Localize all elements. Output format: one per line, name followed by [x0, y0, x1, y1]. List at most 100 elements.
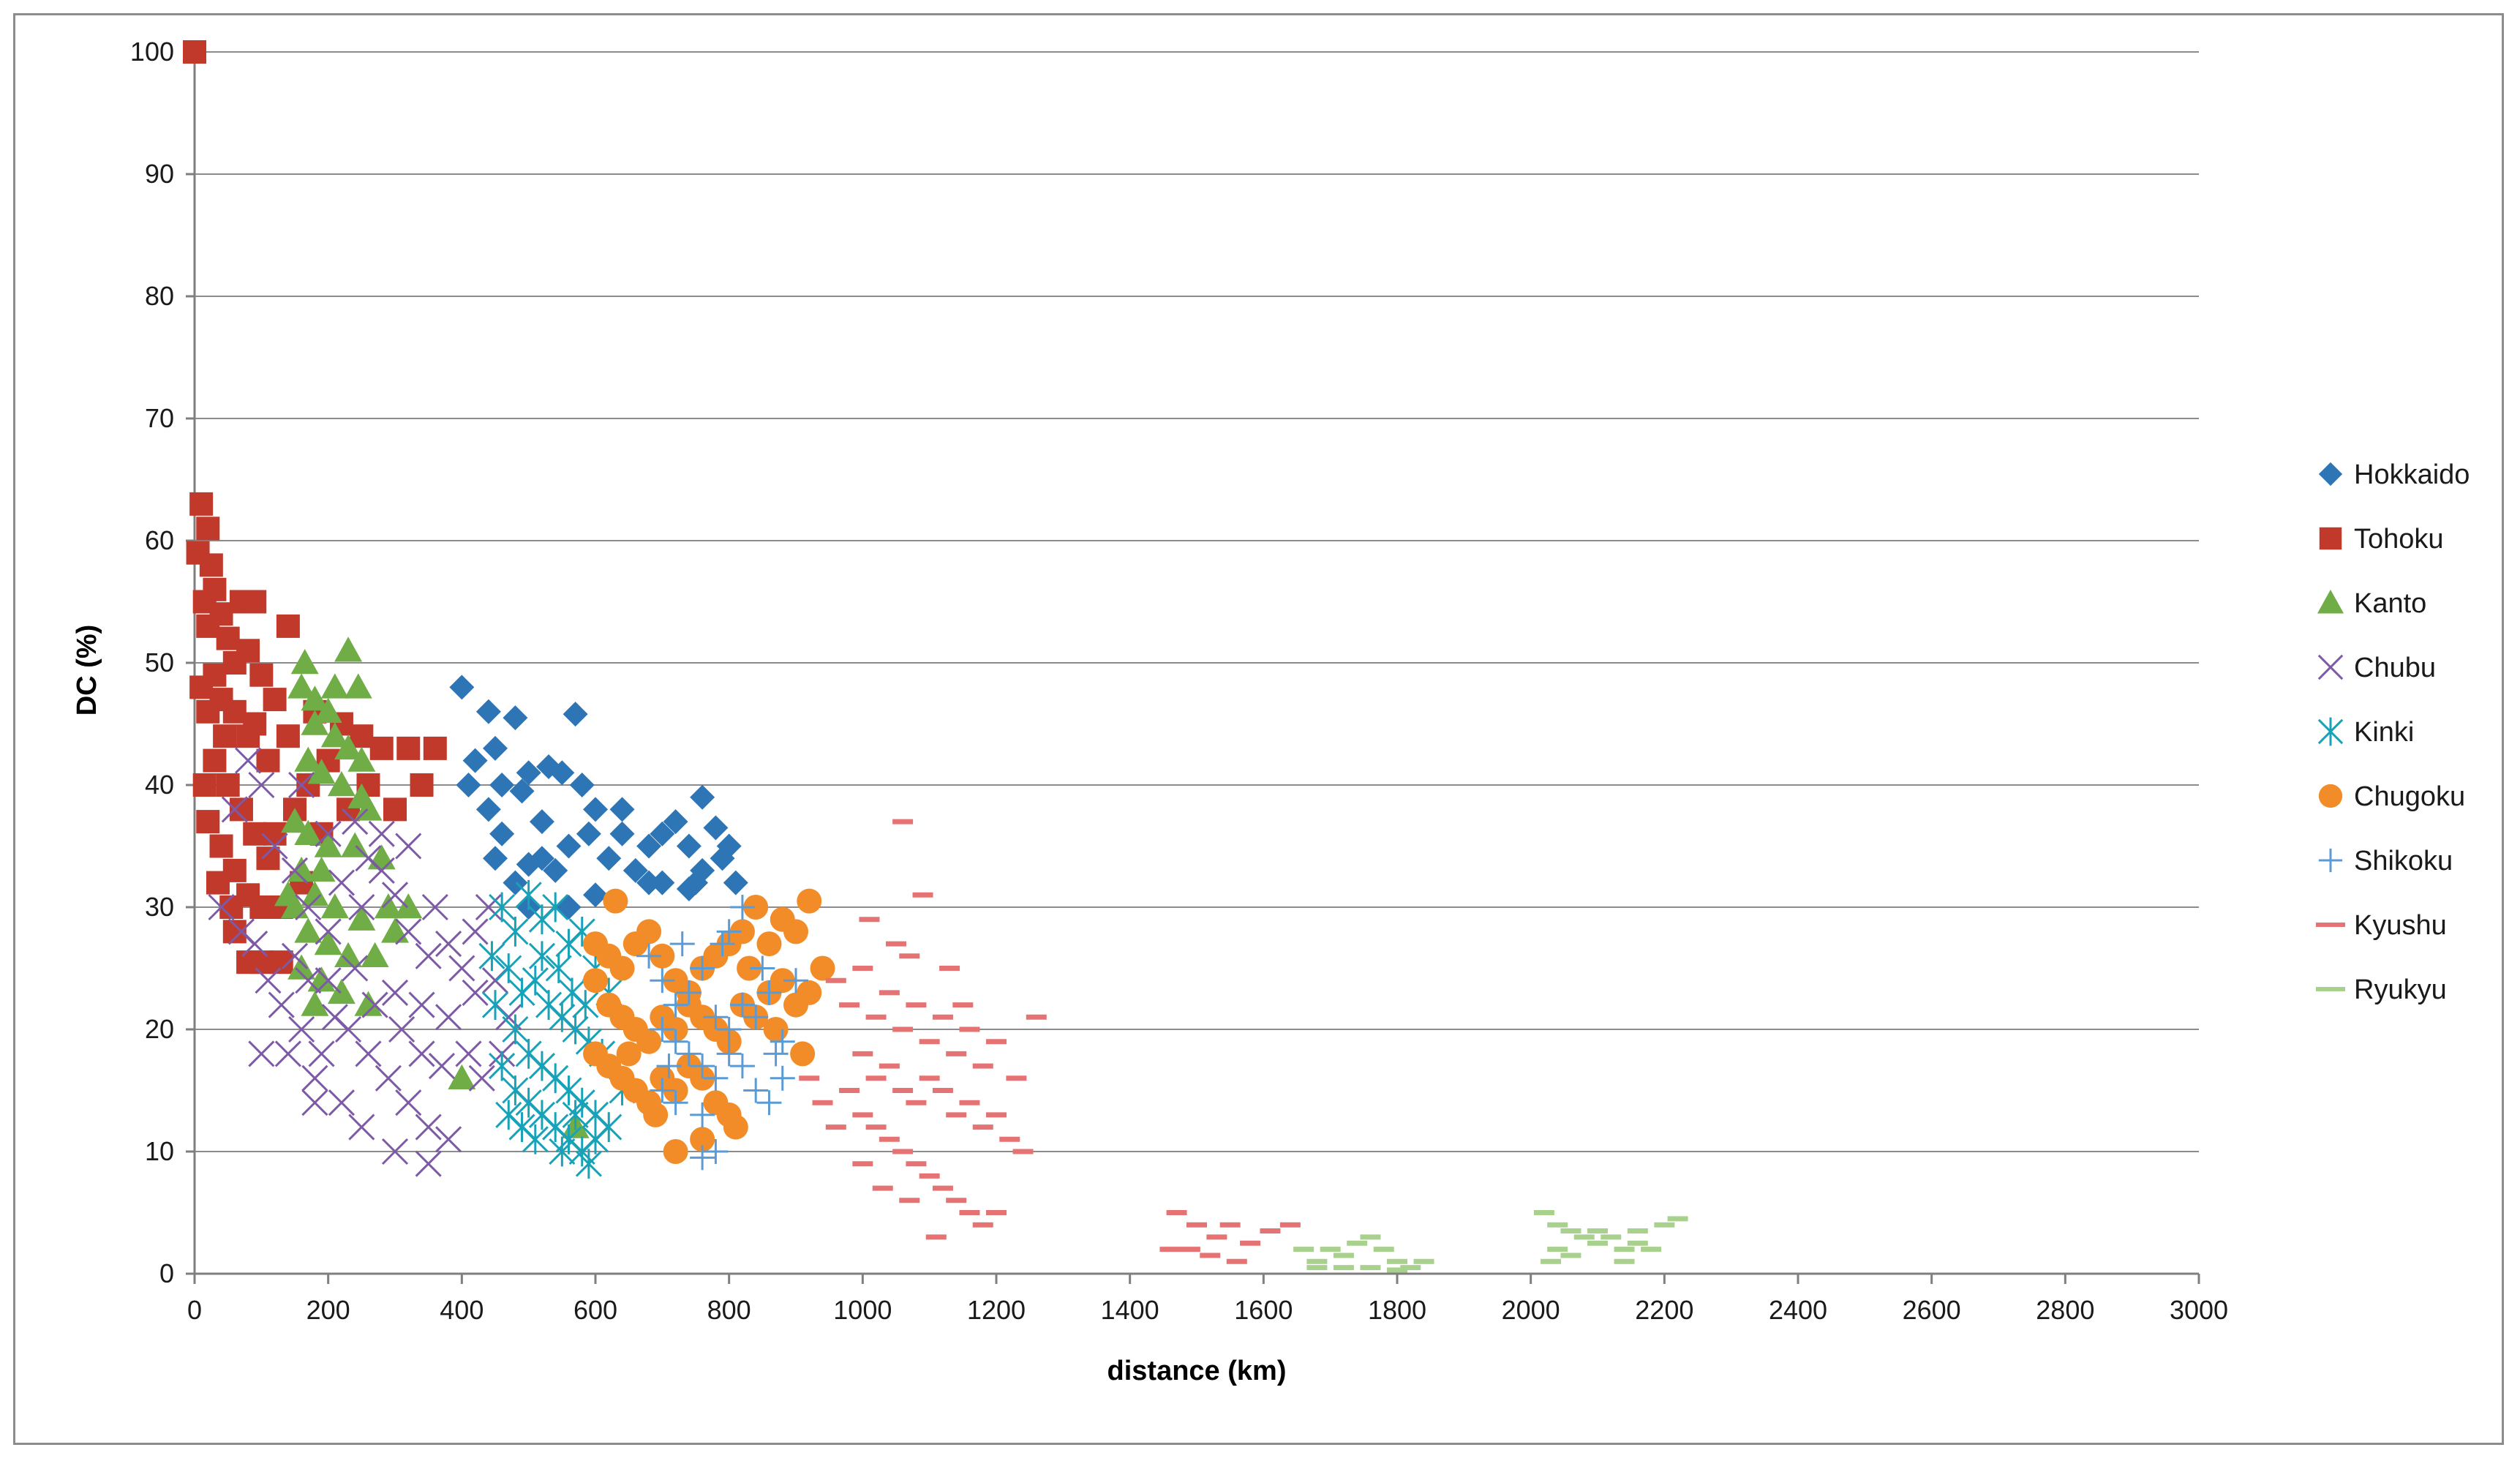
data-point: [737, 955, 762, 981]
data-point: [690, 1145, 715, 1171]
data-point: [294, 917, 323, 943]
data-point: [314, 930, 342, 955]
x-tick-label: 0: [187, 1295, 202, 1325]
data-point: [650, 1017, 675, 1042]
legend-label: Tohoku: [2354, 524, 2444, 555]
x-tick-label: 600: [573, 1295, 617, 1325]
legend-label: Ryukyu: [2354, 974, 2447, 1005]
data-point: [276, 614, 300, 638]
data-point: [294, 746, 323, 772]
y-axis-title: DC (%): [72, 625, 102, 716]
data-point: [596, 846, 622, 871]
data-point: [650, 943, 675, 969]
data-point: [556, 833, 582, 859]
data-point: [249, 950, 274, 974]
data-point: [415, 942, 442, 969]
data-point: [395, 918, 422, 945]
data-point: [192, 773, 217, 797]
data-point: [308, 1040, 335, 1067]
data-point: [515, 1039, 542, 1069]
data-point: [690, 1102, 715, 1127]
data-point: [489, 773, 515, 797]
data-point: [729, 895, 755, 920]
data-point: [502, 1014, 529, 1045]
data-point: [268, 991, 295, 1018]
data-point: [290, 649, 319, 675]
data-point: [369, 736, 394, 760]
series-kinki: [478, 879, 636, 1179]
data-point: [315, 967, 342, 994]
data-point: [368, 820, 395, 847]
x-tick-label: 400: [440, 1295, 484, 1325]
data-point: [342, 808, 369, 835]
data-point: [483, 846, 508, 871]
data-point: [528, 941, 555, 972]
y-tick-label: 30: [145, 892, 174, 922]
data-point: [350, 724, 374, 748]
data-point: [478, 941, 505, 972]
data-point: [301, 991, 329, 1016]
data-point: [663, 809, 688, 835]
data-point: [208, 893, 235, 921]
y-tick-label: 20: [145, 1014, 174, 1044]
data-point: [509, 778, 535, 804]
data-point: [383, 797, 407, 822]
data-point: [281, 857, 309, 884]
data-point: [381, 917, 409, 943]
data-point: [663, 992, 688, 1018]
data-point: [575, 1149, 602, 1179]
data-point: [263, 688, 287, 712]
data-point: [643, 1102, 669, 1127]
data-point: [221, 796, 248, 823]
data-point: [256, 846, 280, 871]
data-point: [669, 931, 695, 957]
x-tick-label: 1800: [1368, 1295, 1426, 1325]
data-point: [287, 856, 316, 882]
data-point: [301, 710, 329, 735]
series-tohoku: [183, 40, 447, 974]
legend-item-tohoku: Tohoku: [2319, 524, 2444, 555]
data-point: [388, 1015, 415, 1043]
data-point: [583, 968, 608, 994]
data-point: [288, 771, 315, 799]
legend-item-kyushu: Kyushu: [2316, 910, 2447, 941]
data-point: [381, 1138, 409, 1165]
data-point: [729, 992, 755, 1018]
data-point: [522, 965, 549, 996]
data-point: [448, 955, 475, 982]
data-point: [743, 895, 769, 920]
data-point: [381, 979, 409, 1006]
data-point: [276, 724, 300, 748]
data-point: [723, 1114, 748, 1140]
data-point: [354, 991, 383, 1016]
legend-marker: [2317, 654, 2344, 680]
legend-label: Chugoku: [2354, 781, 2465, 812]
y-tick-label: 0: [159, 1258, 174, 1288]
x-tick-label: 2400: [1769, 1295, 1827, 1325]
data-point: [542, 892, 569, 923]
grid-lines: [195, 51, 2199, 1152]
data-point: [468, 1064, 495, 1092]
x-tick-label: 800: [707, 1295, 751, 1325]
data-point: [327, 978, 356, 1004]
y-tick-label: 10: [145, 1136, 174, 1166]
data-point: [355, 1040, 382, 1067]
y-tick-label: 70: [145, 403, 174, 433]
legend-marker: [2318, 462, 2343, 487]
series-hokkaido: [449, 675, 748, 920]
data-point: [355, 845, 382, 872]
data-point: [448, 1064, 476, 1089]
data-point: [797, 888, 822, 914]
data-point: [650, 870, 675, 895]
data-point: [502, 917, 529, 947]
data-point: [295, 893, 322, 921]
data-point: [770, 968, 795, 994]
data-point: [295, 967, 322, 994]
legend-label: Shikoku: [2354, 846, 2453, 876]
data-point: [274, 1040, 301, 1067]
data-point: [529, 809, 554, 835]
data-point: [783, 919, 808, 944]
data-point: [729, 1054, 755, 1079]
data-point: [236, 724, 260, 748]
data-point: [690, 1054, 715, 1079]
